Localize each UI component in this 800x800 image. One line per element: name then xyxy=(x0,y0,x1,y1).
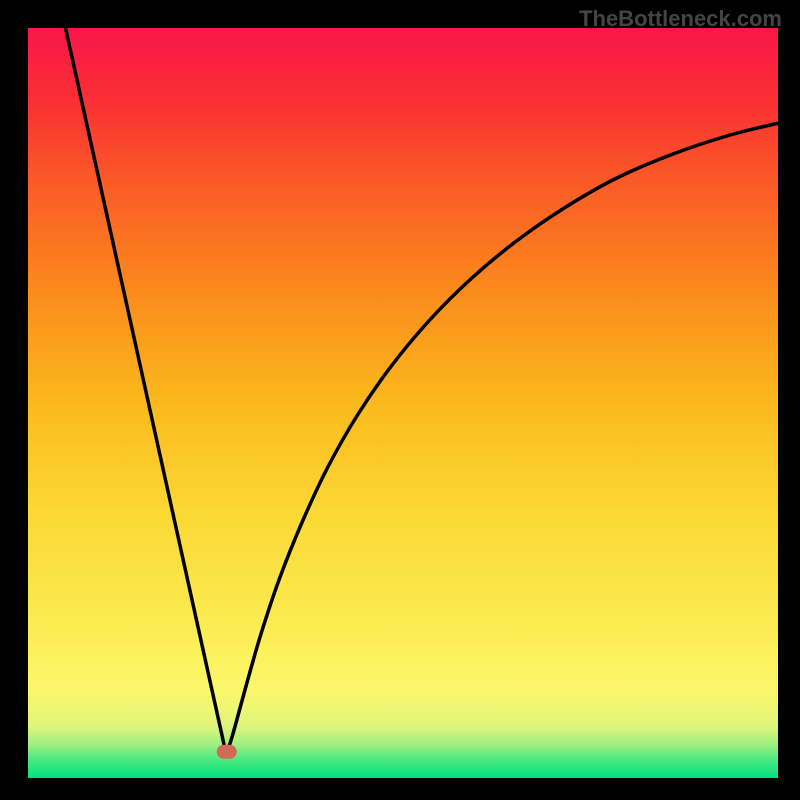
chart-plot-area xyxy=(28,28,778,778)
optimal-point-marker xyxy=(217,745,237,759)
watermark-text: TheBottleneck.com xyxy=(579,6,782,32)
bottleneck-chart xyxy=(0,0,800,800)
